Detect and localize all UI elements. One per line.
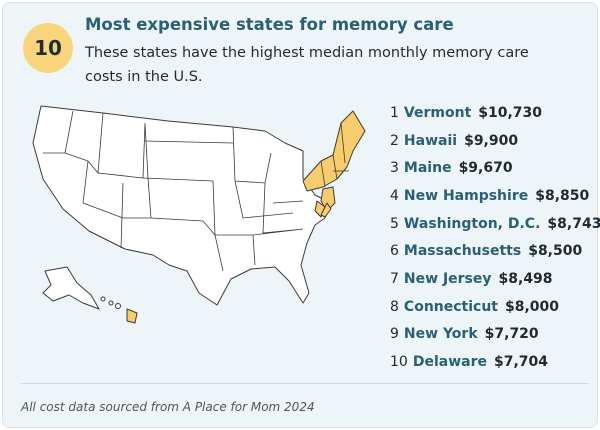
state-name: Connecticut bbox=[403, 298, 498, 315]
state-name: Vermont bbox=[403, 104, 472, 121]
cost: $8,000 bbox=[505, 298, 560, 315]
state-name: New Hampshire bbox=[403, 187, 529, 204]
rank: 5 bbox=[390, 215, 399, 232]
rank: 3 bbox=[390, 160, 399, 177]
cost: $10,730 bbox=[478, 104, 543, 121]
cost: $7,720 bbox=[484, 326, 539, 343]
rank: 9 bbox=[390, 326, 399, 343]
list-item: 7 New Jersey $8,498 bbox=[390, 265, 600, 293]
cost: $8,743 bbox=[547, 215, 600, 232]
state-name: Massachusetts bbox=[403, 243, 522, 260]
footer: All cost data sourced from A Place for M… bbox=[21, 400, 315, 414]
state-name: New Jersey bbox=[403, 270, 492, 287]
cost: $8,500 bbox=[528, 243, 583, 260]
state-name: Washington, D.C. bbox=[403, 215, 541, 232]
badge: 10 bbox=[23, 23, 73, 73]
divider bbox=[21, 383, 589, 384]
list-item: 5 Washington, D.C. $8,743 bbox=[390, 210, 600, 238]
cost: $7,704 bbox=[493, 354, 549, 371]
list-item: 2 Hawaii $9,900 bbox=[390, 127, 600, 155]
us-map bbox=[32, 105, 366, 324]
list-item: 8 Connecticut $8,000 bbox=[390, 293, 600, 321]
list-item: 4 New Hampshire $8,850 bbox=[390, 182, 600, 210]
list-item: 3 Maine $9,670 bbox=[390, 154, 600, 182]
list-item: 6 Massachusetts $8,500 bbox=[390, 237, 600, 265]
cost: $8,850 bbox=[535, 187, 590, 204]
rank: 7 bbox=[390, 270, 399, 287]
subtitle: These states have the highest median mon… bbox=[85, 45, 529, 85]
list-item: 1 Vermont $10,730 bbox=[390, 99, 600, 127]
list-item: 10 Delaware $7,704 bbox=[390, 348, 600, 376]
rank: 8 bbox=[390, 298, 399, 315]
state-name: New York bbox=[403, 326, 478, 343]
cost: $9,900 bbox=[464, 132, 519, 149]
state-name: Delaware bbox=[412, 354, 487, 371]
title: Most expensive states for memory care bbox=[85, 15, 454, 34]
rank: 2 bbox=[390, 132, 399, 149]
state-name: Maine bbox=[403, 160, 452, 177]
cost: $8,498 bbox=[498, 270, 553, 287]
rank: 1 bbox=[390, 104, 399, 121]
state-name: Hawaii bbox=[403, 132, 458, 149]
list-item: 9 New York $7,720 bbox=[390, 321, 600, 349]
rank: 4 bbox=[390, 187, 399, 204]
rank: 6 bbox=[390, 243, 399, 260]
cost: $9,670 bbox=[458, 160, 513, 177]
rank: 10 bbox=[390, 354, 408, 371]
ranking-list: 1 Vermont $10,730 2 Hawaii $9,900 3 Maine $9,670… bbox=[390, 99, 600, 376]
